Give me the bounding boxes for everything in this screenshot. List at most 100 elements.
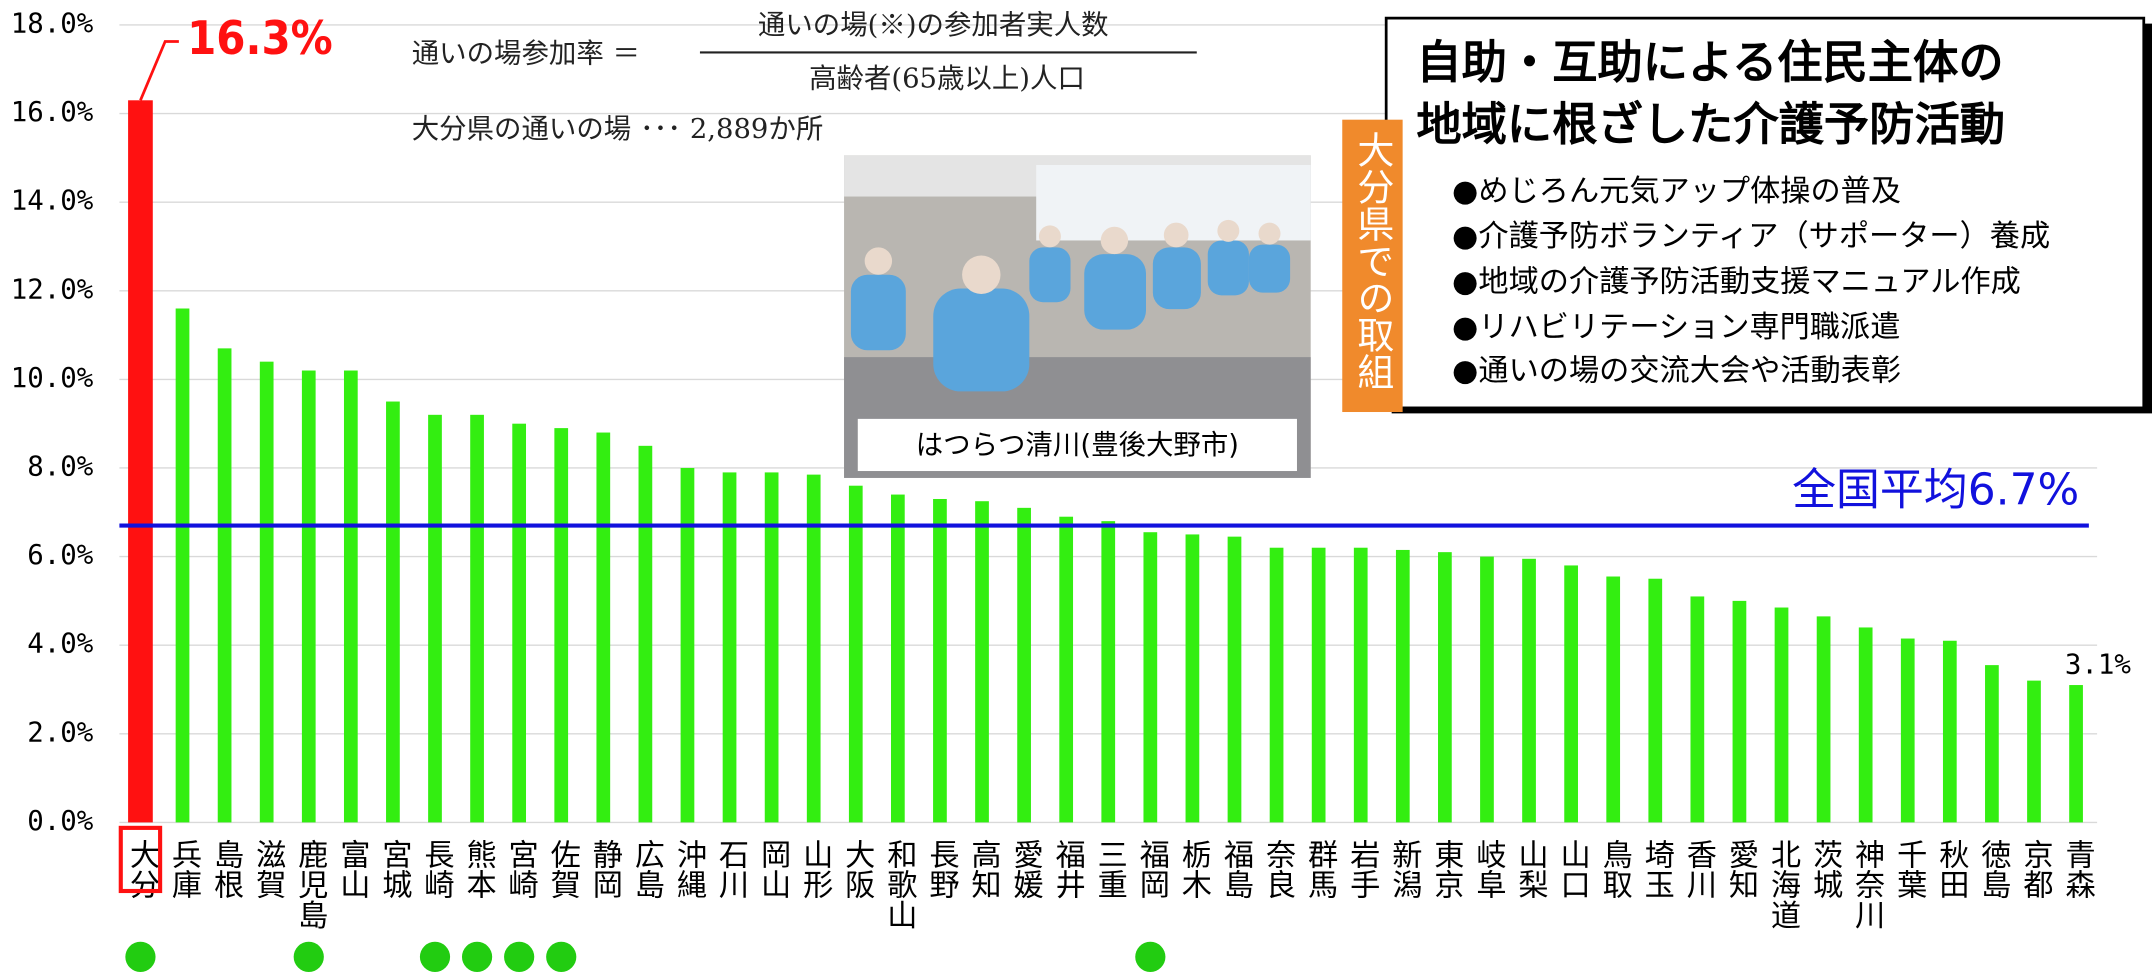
bar xyxy=(1395,549,1410,823)
value-label: 3.1% xyxy=(2065,649,2132,680)
bar xyxy=(1774,607,1789,823)
x-tick-label: 宮城 xyxy=(376,838,411,899)
box-item: ●リハビリテーション専門職派遣 xyxy=(1452,310,1900,345)
formula-numerator: 通いの場(※)の参加者実人数 xyxy=(758,10,1109,41)
box-item: ●地域の介護予防活動支援マニュアル作成 xyxy=(1452,265,2021,300)
y-tick-label: 12.0% xyxy=(11,274,94,305)
region-dot xyxy=(293,941,324,972)
x-tick-label: 栃木 xyxy=(1176,838,1212,899)
x-tick-label: 長崎 xyxy=(418,839,453,900)
x-tick-label: 北海道 xyxy=(1765,839,1800,930)
x-tick-label: 宮崎 xyxy=(503,838,538,899)
x-tick-label: 島根 xyxy=(208,838,243,899)
x-tick-label: 神奈川 xyxy=(1849,838,1885,929)
x-tick-label: 愛媛 xyxy=(1008,838,1044,899)
bar xyxy=(1185,534,1200,823)
x-tick-label: 香川 xyxy=(1681,838,1717,899)
y-tick-label: 14.0% xyxy=(11,186,94,217)
x-tick-label: 山梨 xyxy=(1513,839,1548,900)
y-tick-label: 8.0% xyxy=(27,451,94,482)
x-tick-label: 埼玉 xyxy=(1639,838,1674,899)
bar xyxy=(1858,627,1873,823)
box-item: ●めじろん元気アップ体操の普及 xyxy=(1452,174,1901,209)
x-tick-label: 広島 xyxy=(629,838,664,899)
label-leader xyxy=(139,40,179,101)
bar xyxy=(554,428,569,823)
y-tick-label: 0.0% xyxy=(27,806,94,837)
bar xyxy=(1606,576,1621,823)
x-tick-label: 熊本 xyxy=(461,838,496,899)
bar xyxy=(933,498,947,823)
bar xyxy=(1438,552,1452,823)
x-tick-label: 群馬 xyxy=(1302,838,1338,899)
bar xyxy=(1269,547,1284,823)
x-tick-label: 新潟 xyxy=(1386,838,1421,899)
region-dot xyxy=(419,941,451,972)
x-tick-label: 東京 xyxy=(1428,838,1463,899)
bar xyxy=(1522,558,1536,823)
x-tick-label: 鹿児島 xyxy=(292,838,328,929)
bar xyxy=(722,472,737,823)
region-dot xyxy=(1135,941,1166,972)
x-tick-label: 滋賀 xyxy=(250,838,286,899)
bar xyxy=(848,485,863,823)
bar xyxy=(680,467,695,823)
bar xyxy=(764,472,779,823)
x-tick-label: 秋田 xyxy=(1933,838,1969,899)
y-tick-label: 10.0% xyxy=(11,363,94,394)
region-dot xyxy=(546,941,577,972)
x-tick-label: 京都 xyxy=(2017,838,2053,899)
x-tick-label: 茨城 xyxy=(1807,838,1842,899)
y-tick-label: 4.0% xyxy=(27,629,94,660)
box-item: ●通いの場の交流大会や活動表彰 xyxy=(1452,354,1901,389)
box-item: ●介護予防ボランティア（サポーター）養成 xyxy=(1452,219,2050,254)
x-tick-label: 高知 xyxy=(966,838,1002,899)
x-tick-label: 大阪 xyxy=(839,838,874,899)
bar xyxy=(1143,532,1158,823)
x-tick-label: 沖縄 xyxy=(671,838,706,899)
x-tick-label: 山形 xyxy=(797,839,832,900)
bar xyxy=(2069,685,2083,823)
formula-left: 通いの場参加率 ＝ xyxy=(412,39,640,70)
bar xyxy=(1564,565,1578,823)
value-label: 16.3% xyxy=(187,12,333,66)
bar xyxy=(1900,638,1915,823)
y-tick-label: 16.0% xyxy=(11,97,94,128)
bar xyxy=(217,348,232,823)
info-box xyxy=(1384,16,2146,410)
highlight-box xyxy=(118,825,163,894)
x-tick-label: 福島 xyxy=(1218,838,1254,899)
y-tick-label: 6.0% xyxy=(27,540,94,571)
region-dot xyxy=(461,941,493,972)
bar xyxy=(638,445,653,823)
x-tick-label: 三重 xyxy=(1092,839,1127,899)
x-tick-label: 富山 xyxy=(334,838,369,899)
region-dot xyxy=(125,941,156,972)
bar xyxy=(175,308,190,823)
x-tick-label: 岡山 xyxy=(755,839,790,900)
x-tick-label: 長野 xyxy=(923,839,958,899)
bar xyxy=(806,474,821,823)
bar xyxy=(1017,507,1031,823)
bar xyxy=(386,401,400,823)
x-tick-label: 福井 xyxy=(1050,838,1086,899)
side-label: 大分県での取組 xyxy=(1351,131,1394,390)
x-tick-label: 岩手 xyxy=(1344,838,1380,899)
bar xyxy=(1101,521,1116,823)
y-tick-label: 2.0% xyxy=(27,717,94,748)
x-tick-label: 愛知 xyxy=(1723,838,1759,899)
bar xyxy=(428,414,442,823)
x-tick-label: 兵庫 xyxy=(166,839,202,900)
x-tick-label: 福岡 xyxy=(1134,838,1170,899)
box-title: 自助・互助による住民主体の xyxy=(1416,36,2003,89)
photo-caption: はつらつ清川(豊後大野市) xyxy=(916,430,1239,461)
bar xyxy=(1985,665,1999,823)
bar xyxy=(1648,578,1663,823)
bar xyxy=(596,432,611,823)
formula-denominator: 高齢者(65歳以上)人口 xyxy=(809,63,1085,94)
bar xyxy=(1480,556,1494,823)
side-label-bg xyxy=(1342,119,1403,413)
x-tick-label: 徳島 xyxy=(1975,838,2011,899)
bar xyxy=(2027,680,2041,823)
